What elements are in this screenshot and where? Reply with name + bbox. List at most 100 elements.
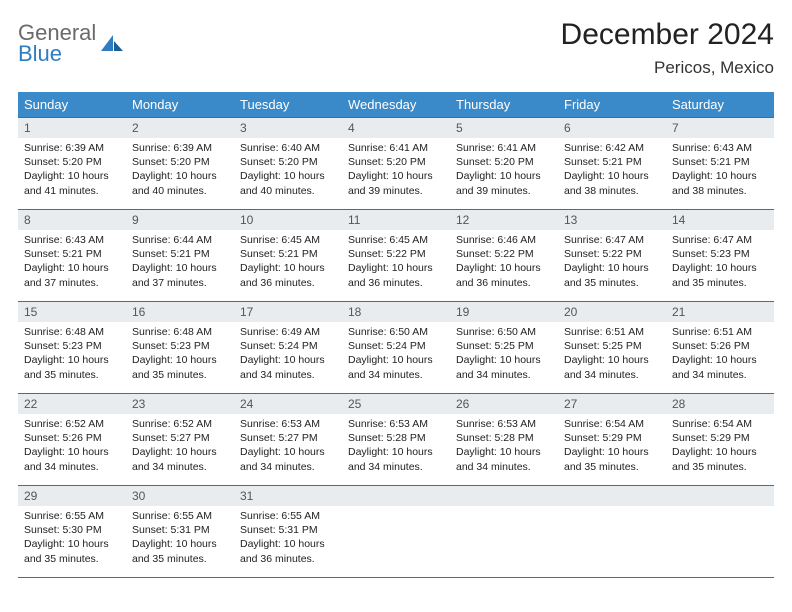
day-number: 10 xyxy=(234,210,342,230)
sunset-line: Sunset: 5:27 PM xyxy=(132,431,228,445)
sunrise-line: Sunrise: 6:50 AM xyxy=(456,325,552,339)
calendar-day-cell: 8Sunrise: 6:43 AMSunset: 5:21 PMDaylight… xyxy=(18,210,126,302)
daylight-line: Daylight: 10 hours and 41 minutes. xyxy=(24,169,120,197)
sunset-line: Sunset: 5:21 PM xyxy=(240,247,336,261)
sunrise-line: Sunrise: 6:51 AM xyxy=(564,325,660,339)
daylight-line: Daylight: 10 hours and 35 minutes. xyxy=(24,353,120,381)
day-body: Sunrise: 6:54 AMSunset: 5:29 PMDaylight:… xyxy=(666,414,774,478)
day-body: Sunrise: 6:51 AMSunset: 5:26 PMDaylight:… xyxy=(666,322,774,386)
sunrise-line: Sunrise: 6:45 AM xyxy=(348,233,444,247)
calendar-day-cell: 14Sunrise: 6:47 AMSunset: 5:23 PMDayligh… xyxy=(666,210,774,302)
calendar-day-cell: 29Sunrise: 6:55 AMSunset: 5:30 PMDayligh… xyxy=(18,486,126,578)
day-body: Sunrise: 6:41 AMSunset: 5:20 PMDaylight:… xyxy=(450,138,558,202)
day-body: Sunrise: 6:48 AMSunset: 5:23 PMDaylight:… xyxy=(18,322,126,386)
sunset-line: Sunset: 5:25 PM xyxy=(456,339,552,353)
daylight-line: Daylight: 10 hours and 34 minutes. xyxy=(672,353,768,381)
day-number: 18 xyxy=(342,302,450,322)
day-number: 22 xyxy=(18,394,126,414)
sunrise-line: Sunrise: 6:41 AM xyxy=(456,141,552,155)
daylight-line: Daylight: 10 hours and 35 minutes. xyxy=(672,445,768,473)
sunset-line: Sunset: 5:28 PM xyxy=(456,431,552,445)
sunrise-line: Sunrise: 6:40 AM xyxy=(240,141,336,155)
day-number: 29 xyxy=(18,486,126,506)
sunset-line: Sunset: 5:23 PM xyxy=(672,247,768,261)
calendar-day-cell: 20Sunrise: 6:51 AMSunset: 5:25 PMDayligh… xyxy=(558,302,666,394)
page-title: December 2024 xyxy=(561,18,774,52)
sunrise-line: Sunrise: 6:39 AM xyxy=(132,141,228,155)
daylight-line: Daylight: 10 hours and 34 minutes. xyxy=(456,445,552,473)
daylight-line: Daylight: 10 hours and 34 minutes. xyxy=(240,445,336,473)
sunrise-line: Sunrise: 6:55 AM xyxy=(24,509,120,523)
daylight-line: Daylight: 10 hours and 35 minutes. xyxy=(132,353,228,381)
calendar-day-cell: 19Sunrise: 6:50 AMSunset: 5:25 PMDayligh… xyxy=(450,302,558,394)
daylight-line: Daylight: 10 hours and 36 minutes. xyxy=(240,261,336,289)
day-number: 23 xyxy=(126,394,234,414)
day-body: Sunrise: 6:52 AMSunset: 5:27 PMDaylight:… xyxy=(126,414,234,478)
day-body: Sunrise: 6:49 AMSunset: 5:24 PMDaylight:… xyxy=(234,322,342,386)
sunrise-line: Sunrise: 6:47 AM xyxy=(564,233,660,247)
day-body: Sunrise: 6:47 AMSunset: 5:23 PMDaylight:… xyxy=(666,230,774,294)
calendar-day-cell: 21Sunrise: 6:51 AMSunset: 5:26 PMDayligh… xyxy=(666,302,774,394)
weekday-header: Wednesday xyxy=(342,92,450,118)
daylight-line: Daylight: 10 hours and 34 minutes. xyxy=(348,353,444,381)
sunrise-line: Sunrise: 6:54 AM xyxy=(672,417,768,431)
brand-line2: Blue xyxy=(18,43,96,65)
calendar-day-cell: 23Sunrise: 6:52 AMSunset: 5:27 PMDayligh… xyxy=(126,394,234,486)
day-number: 12 xyxy=(450,210,558,230)
calendar-day-cell: 27Sunrise: 6:54 AMSunset: 5:29 PMDayligh… xyxy=(558,394,666,486)
day-number xyxy=(450,486,558,506)
day-body: Sunrise: 6:45 AMSunset: 5:21 PMDaylight:… xyxy=(234,230,342,294)
sunset-line: Sunset: 5:20 PM xyxy=(240,155,336,169)
calendar-day-cell: 24Sunrise: 6:53 AMSunset: 5:27 PMDayligh… xyxy=(234,394,342,486)
sunrise-line: Sunrise: 6:53 AM xyxy=(240,417,336,431)
day-number: 7 xyxy=(666,118,774,138)
daylight-line: Daylight: 10 hours and 34 minutes. xyxy=(348,445,444,473)
calendar-day-cell: 6Sunrise: 6:42 AMSunset: 5:21 PMDaylight… xyxy=(558,118,666,210)
sunset-line: Sunset: 5:31 PM xyxy=(132,523,228,537)
day-body: Sunrise: 6:44 AMSunset: 5:21 PMDaylight:… xyxy=(126,230,234,294)
weekday-header: Tuesday xyxy=(234,92,342,118)
day-number: 20 xyxy=(558,302,666,322)
calendar-day-cell: 2Sunrise: 6:39 AMSunset: 5:20 PMDaylight… xyxy=(126,118,234,210)
daylight-line: Daylight: 10 hours and 35 minutes. xyxy=(564,261,660,289)
day-number: 30 xyxy=(126,486,234,506)
sunrise-line: Sunrise: 6:43 AM xyxy=(24,233,120,247)
sunrise-line: Sunrise: 6:55 AM xyxy=(240,509,336,523)
sunrise-line: Sunrise: 6:52 AM xyxy=(24,417,120,431)
daylight-line: Daylight: 10 hours and 40 minutes. xyxy=(240,169,336,197)
daylight-line: Daylight: 10 hours and 36 minutes. xyxy=(456,261,552,289)
calendar-week-row: 8Sunrise: 6:43 AMSunset: 5:21 PMDaylight… xyxy=(18,210,774,302)
title-block: December 2024 Pericos, Mexico xyxy=(561,18,774,78)
sunset-line: Sunset: 5:21 PM xyxy=(24,247,120,261)
day-body: Sunrise: 6:39 AMSunset: 5:20 PMDaylight:… xyxy=(18,138,126,202)
day-body: Sunrise: 6:42 AMSunset: 5:21 PMDaylight:… xyxy=(558,138,666,202)
brand-sail-icon xyxy=(99,33,125,55)
sunrise-line: Sunrise: 6:45 AM xyxy=(240,233,336,247)
sunrise-line: Sunrise: 6:46 AM xyxy=(456,233,552,247)
sunset-line: Sunset: 5:20 PM xyxy=(132,155,228,169)
day-body: Sunrise: 6:50 AMSunset: 5:24 PMDaylight:… xyxy=(342,322,450,386)
sunset-line: Sunset: 5:21 PM xyxy=(564,155,660,169)
day-body: Sunrise: 6:43 AMSunset: 5:21 PMDaylight:… xyxy=(18,230,126,294)
calendar-day-cell: 7Sunrise: 6:43 AMSunset: 5:21 PMDaylight… xyxy=(666,118,774,210)
weekday-header: Sunday xyxy=(18,92,126,118)
day-number: 31 xyxy=(234,486,342,506)
sunrise-line: Sunrise: 6:52 AM xyxy=(132,417,228,431)
calendar-day-cell: 31Sunrise: 6:55 AMSunset: 5:31 PMDayligh… xyxy=(234,486,342,578)
weekday-header-row: SundayMondayTuesdayWednesdayThursdayFrid… xyxy=(18,92,774,118)
day-number xyxy=(666,486,774,506)
day-number: 8 xyxy=(18,210,126,230)
sunset-line: Sunset: 5:24 PM xyxy=(240,339,336,353)
daylight-line: Daylight: 10 hours and 36 minutes. xyxy=(240,537,336,565)
day-number: 17 xyxy=(234,302,342,322)
sunrise-line: Sunrise: 6:47 AM xyxy=(672,233,768,247)
day-number: 13 xyxy=(558,210,666,230)
day-body: Sunrise: 6:51 AMSunset: 5:25 PMDaylight:… xyxy=(558,322,666,386)
calendar-week-row: 29Sunrise: 6:55 AMSunset: 5:30 PMDayligh… xyxy=(18,486,774,578)
calendar-day-cell: 4Sunrise: 6:41 AMSunset: 5:20 PMDaylight… xyxy=(342,118,450,210)
calendar-day-cell: 1Sunrise: 6:39 AMSunset: 5:20 PMDaylight… xyxy=(18,118,126,210)
sunrise-line: Sunrise: 6:41 AM xyxy=(348,141,444,155)
weekday-header: Saturday xyxy=(666,92,774,118)
day-number: 27 xyxy=(558,394,666,414)
calendar-day-cell: 16Sunrise: 6:48 AMSunset: 5:23 PMDayligh… xyxy=(126,302,234,394)
